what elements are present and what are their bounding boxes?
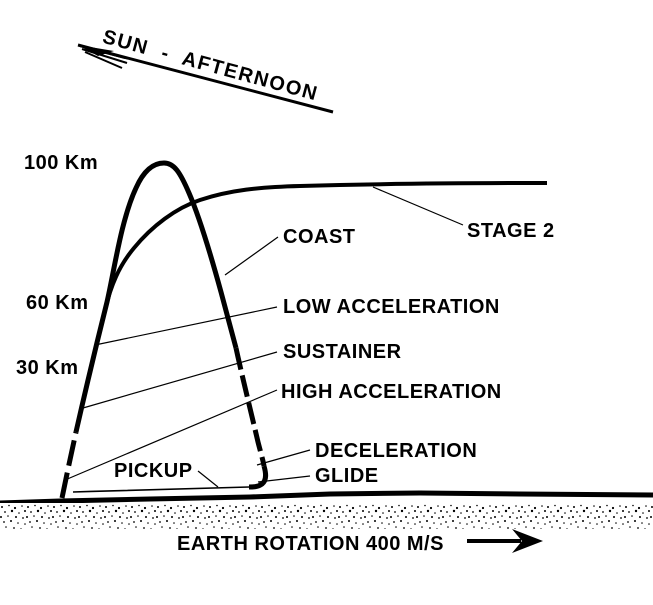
- pickup-leader-line: [197, 470, 219, 488]
- altitude-label-60km: 60 Km: [26, 292, 89, 314]
- high-acceleration-leader-line: [64, 389, 278, 481]
- stage2-path: [103, 181, 548, 311]
- low-acceleration-leader-line: [94, 306, 278, 346]
- glide-label: GLIDE: [315, 465, 379, 487]
- altitude-label-100km: 100 Km: [24, 152, 99, 174]
- descent-hook-segment: [248, 465, 269, 490]
- sustainer-leader-line: [82, 351, 278, 409]
- coast-leader-line: [224, 236, 279, 276]
- altitude-label-30km: 30 Km: [16, 357, 79, 379]
- ground: [0, 490, 653, 529]
- glide-leader-line: [257, 475, 311, 483]
- pickup-label: PICKUP: [114, 460, 193, 482]
- deceleration-leader-line: [256, 449, 311, 466]
- sustainer-label: SUSTAINER: [283, 341, 402, 363]
- low-acceleration-label: LOW ACCELERATION: [283, 296, 500, 318]
- stage2-leader-line: [372, 186, 464, 226]
- high-acceleration-label: HIGH ACCELERATION: [281, 381, 502, 403]
- ground-line: [0, 490, 653, 506]
- earth-rotation-arrow: [467, 529, 543, 553]
- earth-rotation-label: EARTH ROTATION 400 M/S: [177, 533, 444, 555]
- coast-label: COAST: [283, 226, 356, 248]
- sun-direction-arrow: [77, 43, 334, 114]
- arc-solid-segment: [73, 160, 239, 433]
- ascent-dashed-segment: [59, 431, 79, 499]
- leader-lines: [64, 186, 464, 488]
- stage2-label: STAGE 2: [467, 220, 555, 242]
- glide-path-line: [72, 486, 250, 493]
- descent-dashed-segment: [233, 347, 267, 467]
- trajectory-arc: [59, 160, 269, 499]
- ground-stipple-texture: [0, 503, 653, 529]
- deceleration-label: DECELERATION: [315, 440, 478, 462]
